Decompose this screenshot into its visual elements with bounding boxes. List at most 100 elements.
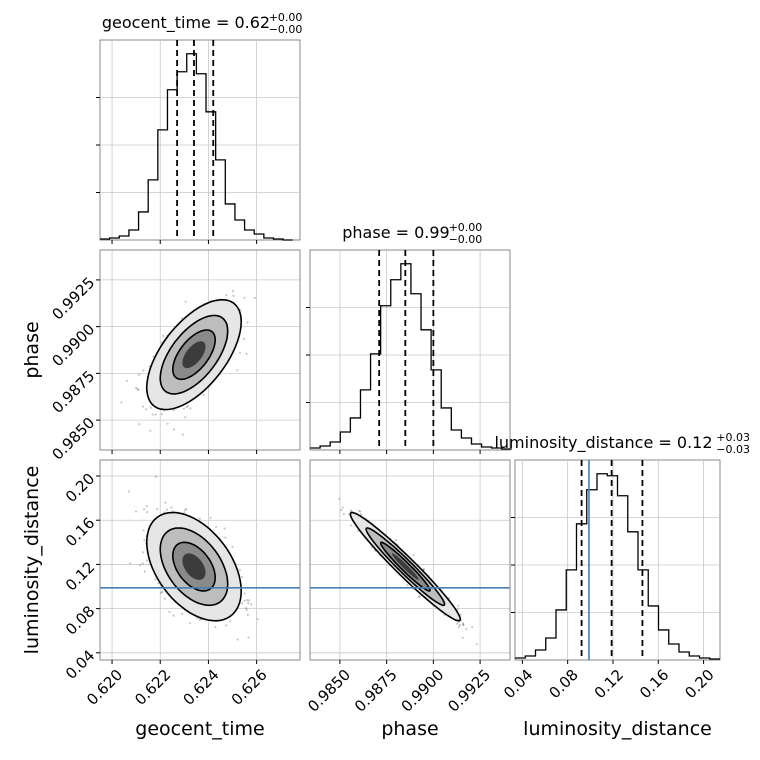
panel-frame (309, 249, 511, 451)
x-tick-label: 0.9850 (304, 666, 354, 716)
y-tick-label: 0.9900 (49, 320, 99, 370)
scatter-point (142, 529, 145, 532)
histogram-step (100, 53, 293, 241)
x-tick-label: 0.9900 (398, 666, 448, 716)
scatter-point (154, 413, 157, 416)
scatter-point (173, 428, 176, 431)
scatter-point (360, 513, 363, 516)
scatter-point (137, 373, 141, 376)
x-tick-label: 0.20 (681, 666, 717, 702)
y-tick-label: 0.9850 (49, 414, 99, 464)
scatter-point (243, 296, 246, 299)
scatter-point (456, 622, 459, 625)
scatter-point (184, 300, 187, 303)
scatter-point (145, 408, 148, 411)
y-tick-label: 0.9925 (49, 274, 99, 324)
scatter-point (160, 591, 163, 594)
scatter-point (157, 582, 160, 585)
contour-line (159, 527, 229, 607)
scatter-point (456, 608, 459, 611)
scatter-point (418, 595, 421, 598)
scatter-point (471, 626, 474, 629)
y-tick-label: 0.12 (62, 558, 98, 594)
scatter-point (181, 612, 184, 616)
scatter-point (170, 506, 173, 509)
contour-line (365, 527, 446, 607)
scatter-panel-geocent_time-phase (96, 249, 301, 454)
scatter-point (406, 584, 409, 587)
scatter-point (247, 601, 250, 605)
scatter-point (225, 624, 228, 627)
scatter-point (236, 638, 239, 641)
histogram-step (310, 263, 512, 450)
contour-line (171, 541, 217, 592)
scatter-point (422, 568, 425, 571)
scatter-point (357, 509, 360, 512)
x-tick-label: 0.08 (545, 666, 581, 702)
scatter-point (138, 423, 141, 426)
x-axis-label: luminosity_distance (523, 718, 712, 740)
scatter-point (125, 379, 128, 382)
scatter-point (475, 643, 478, 646)
scatter-point (500, 662, 502, 664)
scatter-point (231, 289, 235, 293)
scatter-point (183, 509, 186, 512)
scatter-point (134, 510, 138, 513)
panel-frame (99, 39, 301, 241)
y-axis-label: luminosity_distance (21, 466, 43, 655)
scatter-point (172, 408, 176, 412)
scatter-point (172, 614, 175, 617)
panel-title: phase = 0.99+0.00−0.00 (342, 221, 482, 246)
contour-line (159, 314, 229, 395)
scatter-point (154, 475, 157, 478)
scatter-point (214, 625, 217, 629)
y-tick-label: 0.04 (62, 646, 98, 682)
scatter-point (225, 294, 228, 297)
scatter-point (156, 508, 159, 511)
scatter-point (182, 407, 185, 410)
scatter-point (229, 620, 232, 623)
y-axis-label: phase (21, 321, 43, 378)
scatter-point (151, 413, 154, 416)
scatter-point (214, 525, 218, 528)
scatter-point (196, 617, 199, 620)
contour-line (349, 511, 462, 622)
scatter-point (412, 554, 415, 557)
scatter-panel-geocent_time-luminosity_distance (96, 459, 301, 664)
x-tick-label: 0.626 (228, 666, 271, 709)
scatter-point (245, 352, 248, 355)
panel-title-text: phase = 0.99 (342, 223, 449, 242)
scatter-point (223, 527, 226, 530)
scatter-point (186, 404, 190, 407)
panel-title-text: luminosity_distance = 0.12 (494, 433, 712, 453)
scatter-point (462, 622, 465, 625)
scatter-point (198, 618, 201, 622)
scatter-point (238, 569, 241, 572)
scatter-point (246, 321, 249, 324)
scatter-point (162, 334, 165, 337)
panel-title-sub: −0.00 (269, 23, 303, 36)
scatter-point (232, 294, 235, 297)
panel-title-sub: −0.03 (716, 443, 750, 456)
scatter-point (168, 610, 171, 614)
scatter-point (350, 524, 353, 527)
scatter-point (236, 369, 239, 372)
histogram-step (515, 473, 720, 660)
scatter-point (243, 599, 246, 603)
scatter-point (135, 386, 138, 390)
scatter-point (198, 517, 201, 520)
y-tick-label: 0.08 (62, 602, 98, 638)
scatter-point (457, 625, 461, 629)
scatter-point (166, 422, 169, 425)
hist-panel-geocent_time: geocent_time = 0.62+0.00−0.00 (96, 11, 302, 244)
scatter-point (184, 416, 187, 419)
scatter-point (459, 613, 462, 616)
scatter-point (160, 413, 163, 416)
panel-title: luminosity_distance = 0.12 +0.03−0.03 (494, 431, 750, 456)
scatter-point (139, 564, 142, 567)
scatter-point (189, 407, 192, 410)
panel-content (100, 250, 300, 450)
x-tick-label: 0.9925 (444, 666, 494, 716)
scatter-point (185, 507, 188, 511)
